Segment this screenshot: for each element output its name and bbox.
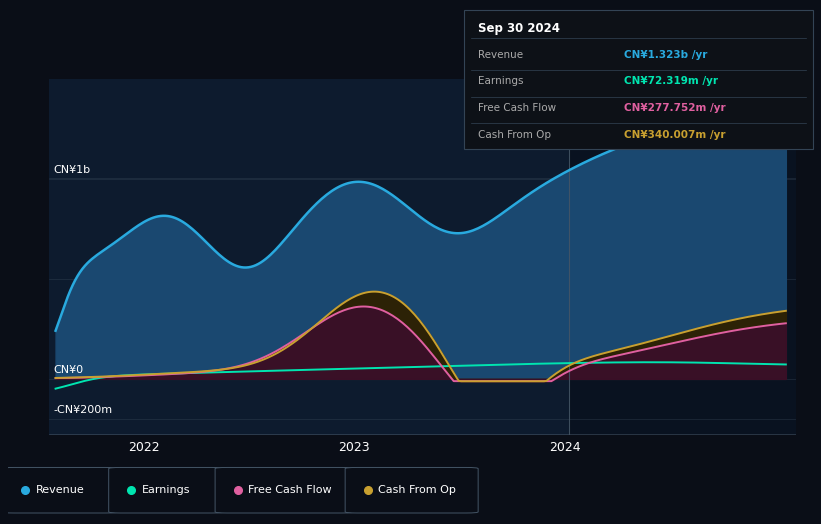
Text: Past: Past [767,84,790,95]
Text: 2024: 2024 [549,441,580,454]
Text: Earnings: Earnings [142,485,190,495]
Text: CN¥72.319m /yr: CN¥72.319m /yr [624,77,718,86]
Text: 2022: 2022 [128,441,160,454]
Text: 2023: 2023 [338,441,370,454]
Text: Free Cash Flow: Free Cash Flow [248,485,332,495]
Text: Sep 30 2024: Sep 30 2024 [478,21,560,35]
Text: CN¥0: CN¥0 [53,365,84,375]
Text: Revenue: Revenue [35,485,84,495]
Bar [568,79,821,435]
Text: Free Cash Flow: Free Cash Flow [478,103,556,113]
Text: CN¥1b: CN¥1b [53,165,90,175]
Text: CN¥340.007m /yr: CN¥340.007m /yr [624,130,726,140]
Text: Revenue: Revenue [478,50,523,60]
Text: -CN¥200m: -CN¥200m [53,405,112,416]
FancyBboxPatch shape [215,467,354,513]
Text: CN¥277.752m /yr: CN¥277.752m /yr [624,103,726,113]
Text: CN¥1.323b /yr: CN¥1.323b /yr [624,50,708,60]
FancyBboxPatch shape [2,467,117,513]
Text: Earnings: Earnings [478,77,523,86]
Text: Cash From Op: Cash From Op [378,485,456,495]
Text: Cash From Op: Cash From Op [478,130,551,140]
FancyBboxPatch shape [464,10,813,149]
FancyBboxPatch shape [345,467,478,513]
FancyBboxPatch shape [108,467,224,513]
